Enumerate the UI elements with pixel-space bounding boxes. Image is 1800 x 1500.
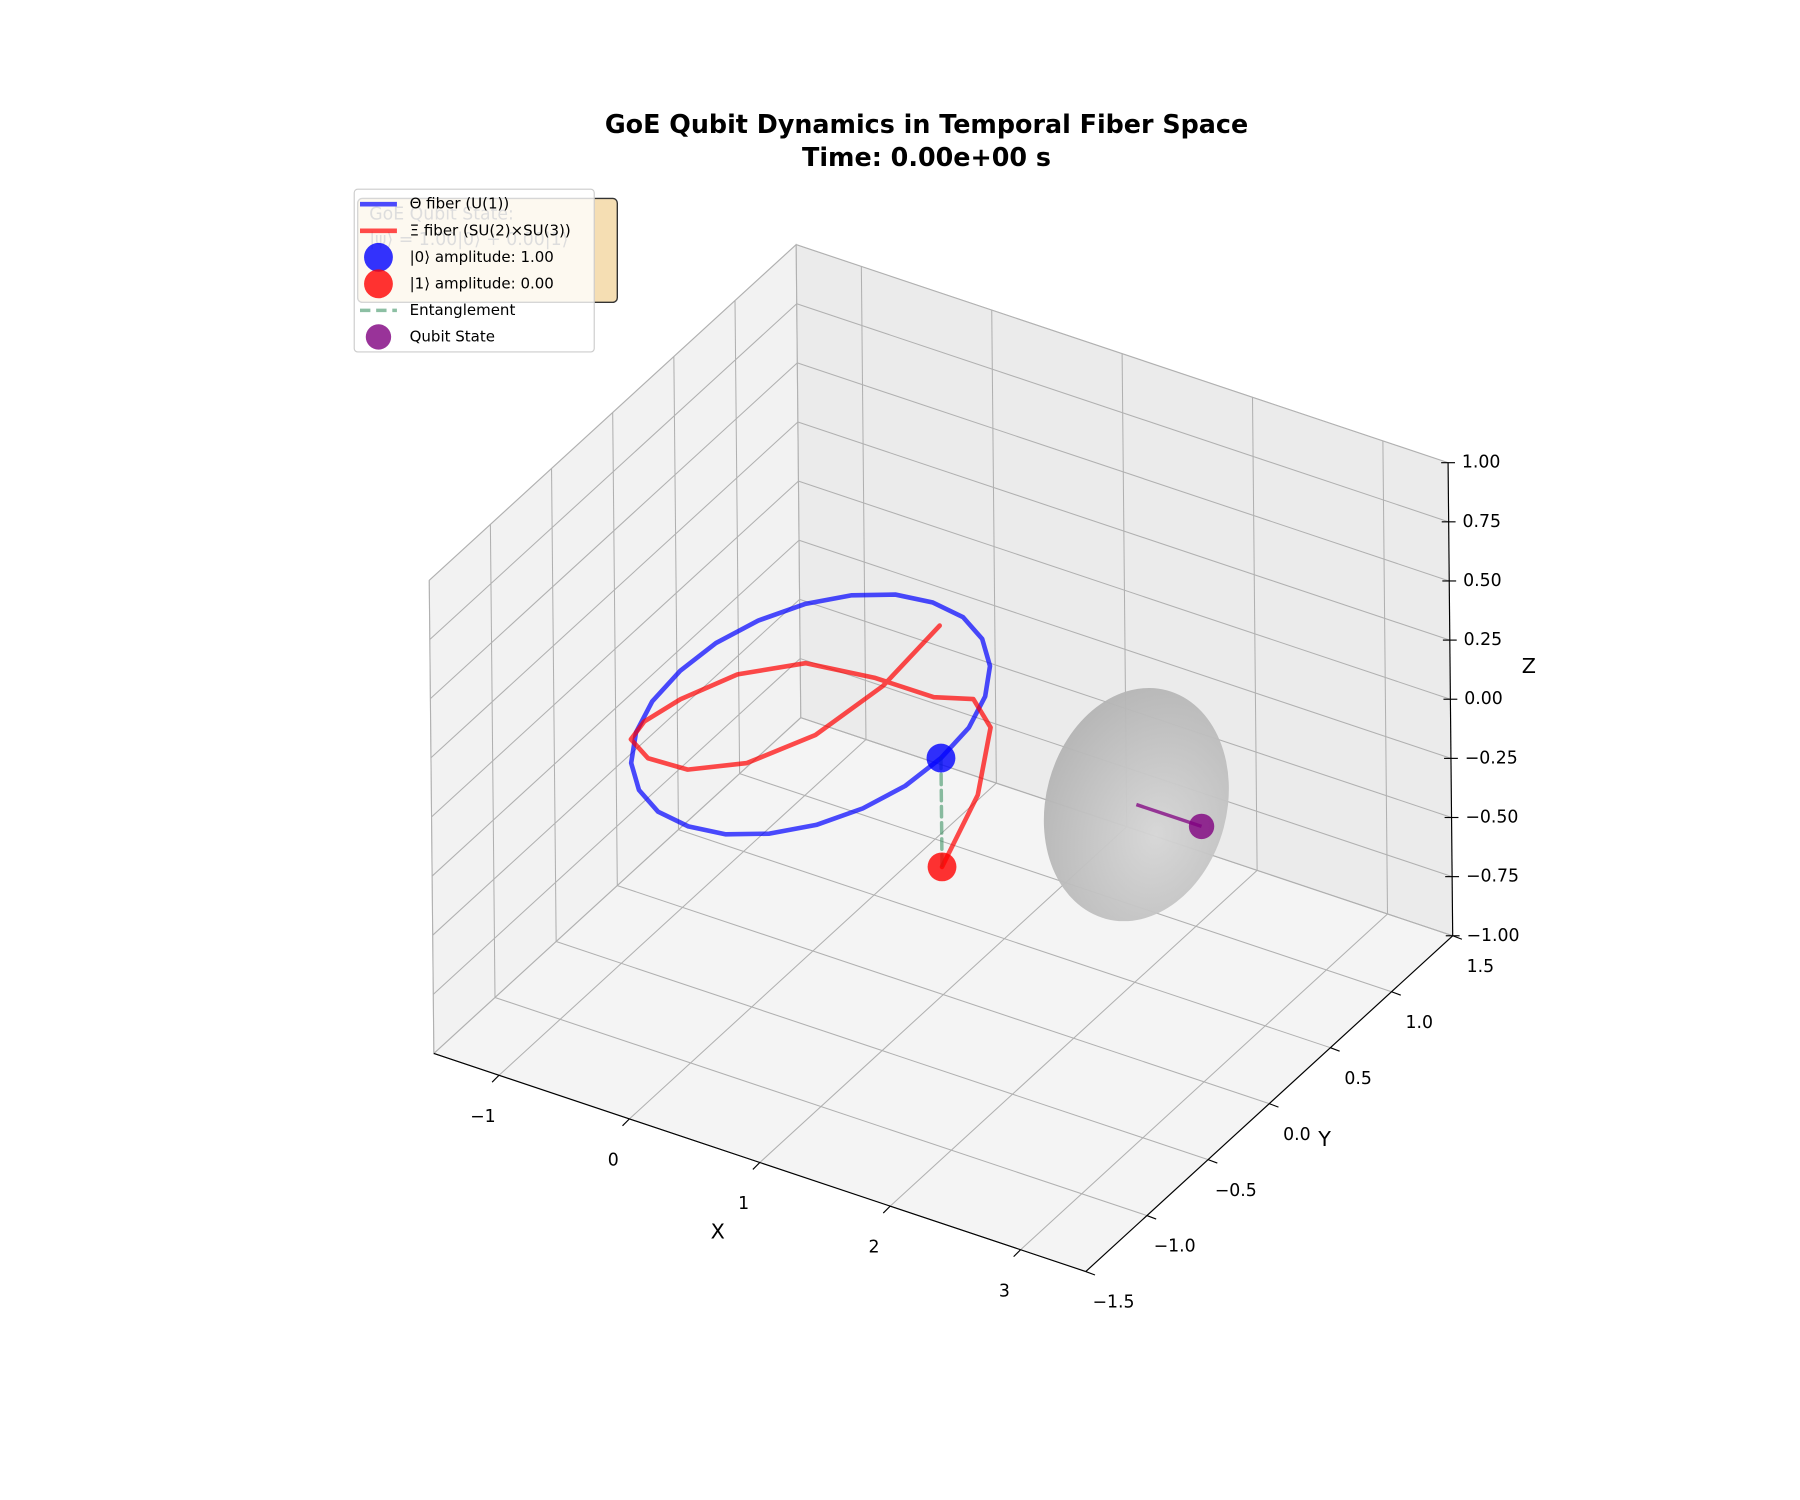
y-tick-label: 1.0 <box>1405 1013 1433 1033</box>
legend: GoE Qubit State: |ψ⟩ = 1.00|0⟩ + 0.00|1⟩… <box>353 188 618 353</box>
x-tick-label: 1 <box>738 1194 749 1214</box>
grid-line <box>431 539 800 877</box>
grid-line <box>798 480 1451 700</box>
z-tick-label: 0.75 <box>1463 512 1502 532</box>
z-tick-label: 0.00 <box>1464 689 1503 709</box>
y-tick <box>1146 1215 1157 1220</box>
legend-box <box>353 188 595 353</box>
grid-line <box>795 244 1449 464</box>
grid-line <box>797 421 1450 641</box>
legend-label: |1⟩ amplitude: 0.00 <box>410 274 554 292</box>
y-tick-label: −1.5 <box>1092 1293 1134 1313</box>
x-tick <box>752 1162 761 1170</box>
y-tick <box>1391 991 1401 996</box>
y-tick-label: 1.5 <box>1467 957 1495 977</box>
grid-line <box>797 362 1450 582</box>
grid-line <box>555 941 1209 1161</box>
y-axis-label: Y <box>1317 1127 1331 1151</box>
z-tick-label: 0.50 <box>1463 571 1502 591</box>
z-axis-label: Z <box>1522 654 1536 678</box>
legend-marker <box>364 242 393 272</box>
y-tick <box>1330 1047 1340 1052</box>
x-tick <box>1013 1249 1021 1258</box>
legend-marker <box>364 269 393 299</box>
grid-line <box>431 480 799 818</box>
legend-label: Θ fiber (U(1)) <box>410 195 510 213</box>
grid-line <box>430 421 799 759</box>
z-tick-label: −0.75 <box>1466 867 1519 887</box>
grid-line <box>678 829 1331 1049</box>
y-tick-label: 0.5 <box>1344 1069 1372 1089</box>
grid-line <box>432 599 800 936</box>
z-tick-label: 0.25 <box>1464 630 1503 650</box>
grid-line <box>798 539 1452 759</box>
chart-subtitle: Time: 0.00e+00 s <box>802 142 1051 172</box>
grid-line <box>494 997 1148 1217</box>
x-tick <box>622 1118 630 1127</box>
z-tick-label: −0.50 <box>1465 808 1518 828</box>
x-tick <box>882 1205 891 1214</box>
x-tick-label: 0 <box>608 1150 619 1170</box>
legend-marker <box>365 324 392 350</box>
legend-label: |0⟩ amplitude: 1.00 <box>410 248 554 266</box>
x-tick <box>491 1074 500 1083</box>
plot-area <box>628 592 1229 922</box>
point-marker <box>927 852 957 882</box>
legend-label: Qubit State <box>410 327 495 345</box>
fiber-line <box>628 592 993 837</box>
x-axis-label: X <box>711 1219 725 1243</box>
fiber-line <box>628 623 993 870</box>
y-tick <box>1269 1103 1279 1108</box>
y-tick-label: 0.0 <box>1283 1125 1311 1145</box>
grid-line <box>430 362 798 700</box>
grid-line <box>429 303 798 640</box>
x-tick-label: −1 <box>470 1107 496 1127</box>
entanglement-line <box>939 756 944 869</box>
y-tick <box>1207 1159 1218 1164</box>
point-marker <box>1188 813 1215 840</box>
x-tick-label: 3 <box>999 1281 1010 1301</box>
z-tick-label: −1.00 <box>1467 926 1520 946</box>
legend-label: Ξ fiber (SU(2)×SU(3)) <box>410 221 571 239</box>
chart-title: GoE Qubit Dynamics in Temporal Fiber Spa… <box>605 109 1248 139</box>
grid-line <box>617 885 1270 1105</box>
z-tick-label: 1.00 <box>1462 453 1501 473</box>
y-tick-label: −0.5 <box>1215 1181 1257 1201</box>
grid-line <box>796 303 1449 523</box>
z-tick-label: −0.25 <box>1465 748 1518 768</box>
y-tick-label: −1.0 <box>1154 1237 1196 1257</box>
x-tick-label: 2 <box>869 1238 880 1258</box>
grid-line <box>433 717 802 1054</box>
grid-line <box>432 658 801 995</box>
point-marker <box>926 743 956 773</box>
y-tick <box>1085 1270 1096 1276</box>
grid-line <box>428 244 797 581</box>
legend-label: Entanglement <box>410 301 516 319</box>
